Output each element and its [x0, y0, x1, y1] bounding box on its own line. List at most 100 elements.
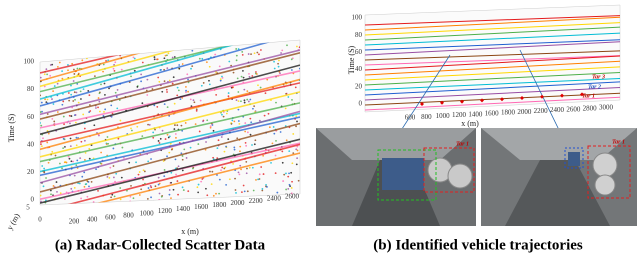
- scatter-dot: [82, 113, 85, 116]
- scatter-dot: [251, 75, 254, 77]
- scatter-dot: [251, 166, 254, 169]
- scatter-dot: [68, 157, 71, 160]
- streak: [40, 152, 300, 205]
- scatter-dot: [61, 103, 64, 106]
- scatter-dot: [276, 191, 279, 194]
- tick-label: 800: [123, 211, 134, 219]
- trajectory: [365, 55, 620, 71]
- scatter-dot: [72, 53, 75, 56]
- scatter-dot: [158, 182, 161, 185]
- scatter-dot: [46, 141, 49, 144]
- scatter-dot: [221, 76, 224, 79]
- marker: [420, 102, 424, 106]
- scatter-dot: [161, 129, 164, 132]
- scatter-dot: [290, 192, 293, 195]
- scatter-dot: [77, 101, 80, 104]
- scatter-dot: [190, 105, 193, 108]
- scatter-dot: [278, 59, 280, 62]
- scatter-dot: [113, 69, 116, 72]
- scatter-dot: [166, 106, 169, 109]
- scatter-dot: [225, 112, 228, 115]
- tick-label: 1400: [176, 205, 191, 213]
- scatter-dot: [62, 147, 65, 150]
- scatter-dot: [170, 148, 173, 151]
- scatter-dot: [246, 98, 249, 101]
- scatter-dot: [168, 193, 171, 196]
- scatter-dot: [246, 90, 249, 93]
- scatter-dot: [176, 124, 179, 127]
- target-label: Tar 1: [582, 93, 595, 99]
- scatter-dot: [237, 171, 240, 174]
- scatter-dot: [238, 122, 241, 125]
- streak: [40, 40, 300, 100]
- scatter-dot: [142, 178, 144, 181]
- scatter-dot: [111, 193, 114, 196]
- scatter-dot: [186, 73, 189, 76]
- scatter-dot: [258, 173, 261, 176]
- scatter-dot: [248, 72, 250, 75]
- camera-image: Tar 1: [481, 128, 637, 226]
- marker: [480, 98, 484, 103]
- scatter-dot: [191, 167, 194, 170]
- trajectories: [365, 15, 620, 111]
- scatter-dot: [163, 169, 166, 171]
- scatter-dot: [239, 164, 242, 167]
- scatter-dot: [292, 133, 295, 135]
- panel-a: Time (S) x (m) y (m) (a) Radar-Collected…: [5, 39, 301, 253]
- scatter-dot: [258, 178, 261, 180]
- scatter-dot: [219, 79, 222, 82]
- tick-label: 200: [69, 218, 80, 226]
- scatter-dot: [151, 88, 154, 90]
- scatter-dot: [51, 63, 54, 66]
- scatter-dot: [237, 91, 240, 93]
- scatter-dot: [295, 148, 298, 151]
- scatter-dot: [184, 122, 187, 124]
- scatter-dot: [43, 73, 46, 76]
- scatter-dot: [99, 162, 102, 165]
- scatter-dot: [100, 83, 102, 86]
- scatter-dot: [286, 44, 288, 47]
- trajectory: [365, 96, 620, 111]
- streak: [40, 40, 300, 93]
- scatter-dot: [86, 57, 88, 60]
- scatter-dot: [290, 171, 293, 174]
- scatter-dot: [92, 201, 95, 203]
- scatter-dot: [153, 56, 156, 58]
- scatter-dot: [288, 172, 290, 175]
- scatter-dot: [173, 102, 176, 105]
- scatter-dot: [208, 65, 211, 68]
- scatter-dot: [45, 68, 48, 71]
- scatter-dot: [274, 154, 277, 157]
- scatter-dot: [250, 53, 252, 56]
- tick-label: 40: [355, 65, 363, 73]
- scatter-dot: [294, 86, 297, 89]
- scatter-dot: [154, 128, 156, 131]
- scatter-dot: [67, 69, 69, 72]
- scatter-dot: [189, 98, 192, 101]
- scatter-dot: [51, 54, 53, 57]
- scatter-dot: [82, 44, 85, 47]
- scatter-dot: [205, 187, 207, 190]
- tick-label: 400: [87, 216, 98, 224]
- scatter-dot: [206, 119, 209, 122]
- tick-label: 600: [105, 213, 116, 221]
- scatter-dot: [189, 146, 192, 149]
- scatter-dot: [287, 187, 290, 190]
- scatter-dot: [232, 71, 235, 74]
- scatter-dot: [163, 57, 166, 60]
- scatter-dot: [240, 75, 243, 78]
- marker: [580, 92, 584, 97]
- scatter-dot: [243, 99, 246, 102]
- scatter-dot: [268, 126, 271, 129]
- scatter-dot: [81, 59, 84, 62]
- scatter-dot: [73, 68, 75, 71]
- scatter-dot: [98, 100, 101, 103]
- scatter-dot: [216, 147, 219, 150]
- scatter-dot: [40, 101, 43, 104]
- scatter-dot: [147, 123, 149, 126]
- scatter-dot: [185, 86, 187, 88]
- tick-label: 3000: [599, 104, 614, 112]
- scatter-dot: [41, 165, 44, 167]
- scatter-dot: [59, 192, 62, 195]
- pointer: [519, 49, 561, 133]
